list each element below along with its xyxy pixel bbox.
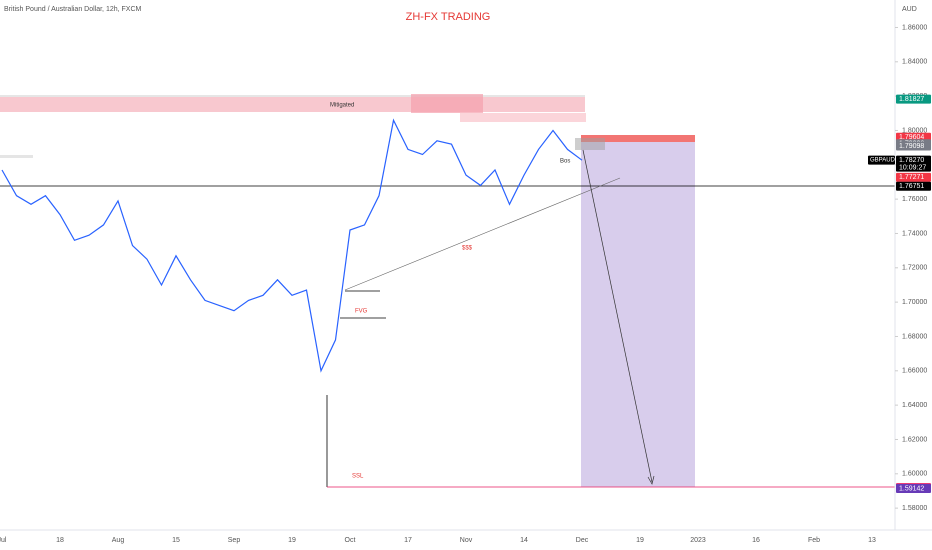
price-tag-label: 1.78270 [899, 157, 924, 164]
y-tick-label: 1.62000 [902, 436, 927, 443]
price-line [1, 118, 583, 373]
y-tick-label: 1.68000 [902, 333, 927, 340]
price-tag [896, 172, 931, 182]
symbol-tag-label: GBPAUD [870, 158, 896, 164]
y-tick-label: 1.60000 [902, 471, 927, 478]
x-tick-label: Sep [228, 537, 241, 544]
x-tick-label: Aug [112, 537, 125, 544]
supply-zone [460, 113, 586, 122]
x-tick-label: 15 [172, 537, 180, 544]
x-tick-label: Jul [0, 537, 7, 544]
price-tag-label: 1.81827 [899, 96, 924, 103]
y-tick-label: 1.70000 [902, 299, 927, 306]
annotation: $$$ [462, 246, 473, 252]
price-tag [896, 141, 931, 151]
supply-zone [411, 94, 483, 113]
x-tick-label: 14 [520, 537, 528, 544]
y-tick-label: 1.74000 [902, 230, 927, 237]
x-tick-label: Oct [345, 537, 356, 544]
y-tick-label: 1.80000 [902, 127, 927, 134]
price-tag-label: 1.79604 [899, 134, 924, 141]
x-tick-label: 19 [636, 537, 644, 544]
y-tick-label: 1.86000 [902, 24, 927, 31]
chart-title: ZH-FX TRADING [406, 11, 491, 23]
x-tick-label: 2023 [690, 537, 706, 544]
x-tick-label: 16 [752, 537, 760, 544]
x-tick-label: Dec [576, 537, 589, 544]
supply-zone [0, 97, 585, 112]
y-tick-label: 1.66000 [902, 368, 927, 375]
y-tick-label: 1.64000 [902, 402, 927, 409]
price-tag [896, 484, 931, 494]
price-tag [896, 155, 931, 172]
axis-unit: AUD [902, 6, 917, 13]
annotation: Bos [560, 159, 570, 165]
annotation: Mitigated [330, 103, 354, 109]
price-tag-label: 1.76751 [899, 183, 924, 190]
x-tick-label: Feb [808, 537, 820, 544]
y-tick-label: 1.58000 [902, 505, 927, 512]
trend-line [344, 177, 621, 291]
arrow [582, 149, 653, 483]
target-box [581, 142, 695, 487]
price-tag [896, 181, 931, 191]
symbol-tag [868, 155, 895, 165]
stop-box [581, 135, 695, 142]
y-tick-label: 1.72000 [902, 265, 927, 272]
x-tick-label: 18 [56, 537, 64, 544]
x-tick-label: 17 [404, 537, 412, 544]
annotation: FVG [355, 309, 368, 315]
y-tick-label: 1.76000 [902, 196, 927, 203]
price-tag-label: 1.59142 [899, 485, 924, 492]
zone [0, 155, 33, 158]
y-tick-label: 1.84000 [902, 59, 927, 66]
x-tick-label: 13 [868, 537, 876, 544]
entry-box [575, 138, 605, 150]
price-tag-time: 10:09:27 [899, 165, 926, 172]
price-tag-label: 1.79098 [899, 143, 924, 150]
drawings [0, 0, 932, 531]
price-tag-label: 1.77271 [899, 174, 924, 181]
x-tick-label: Nov [460, 537, 473, 544]
annotation: SSL [352, 474, 364, 480]
x-tick-label: 19 [288, 537, 296, 544]
subtitle: British Pound / Australian Dollar, 12h, … [4, 6, 142, 13]
price-tag [896, 94, 931, 104]
arrow-head [647, 475, 655, 485]
